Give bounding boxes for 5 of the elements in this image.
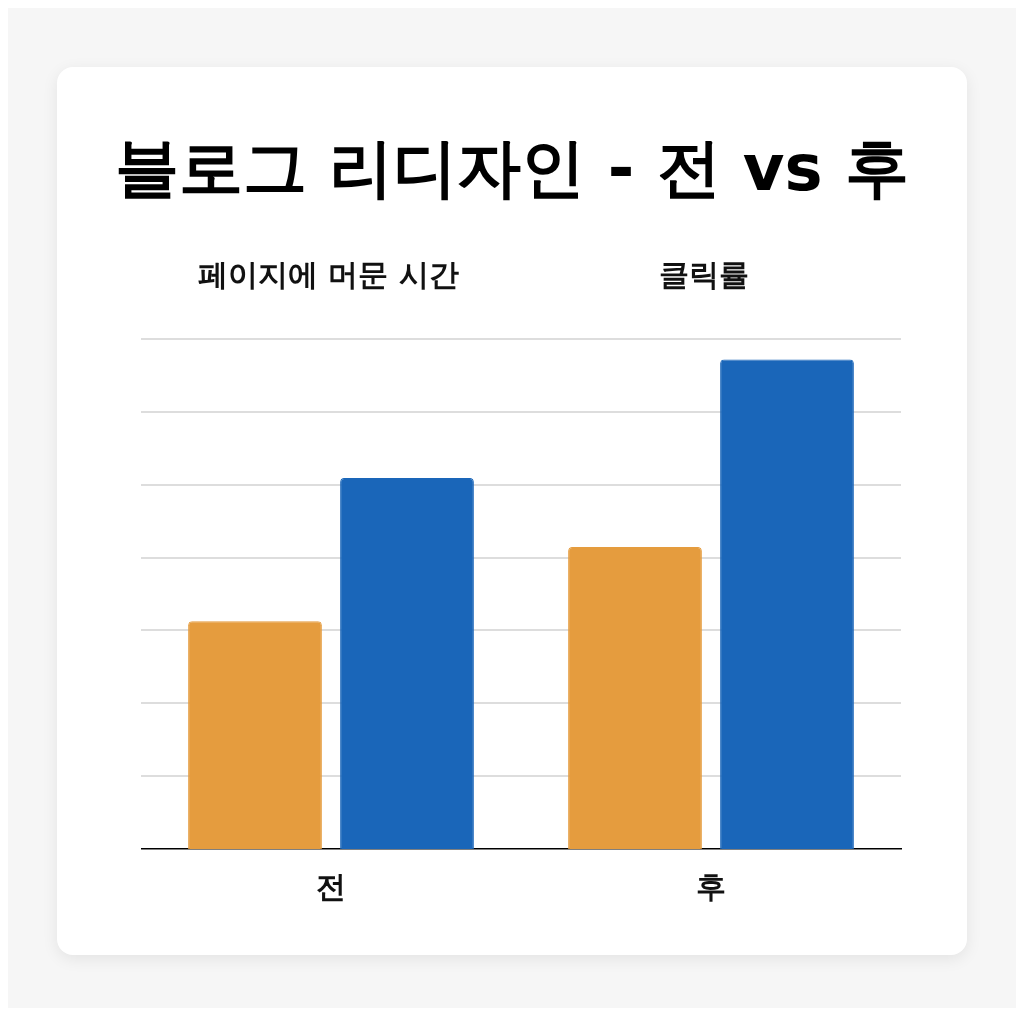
- text: 클릭률: [657, 256, 750, 294]
- text: 페이지에 머문 시간: [197, 256, 460, 294]
- x-tick-label: 후: [696, 868, 726, 904]
- chart-title: 블로그 리디자인 - 전 vs 후: [114, 130, 910, 207]
- x-tick-label: 전: [316, 868, 346, 904]
